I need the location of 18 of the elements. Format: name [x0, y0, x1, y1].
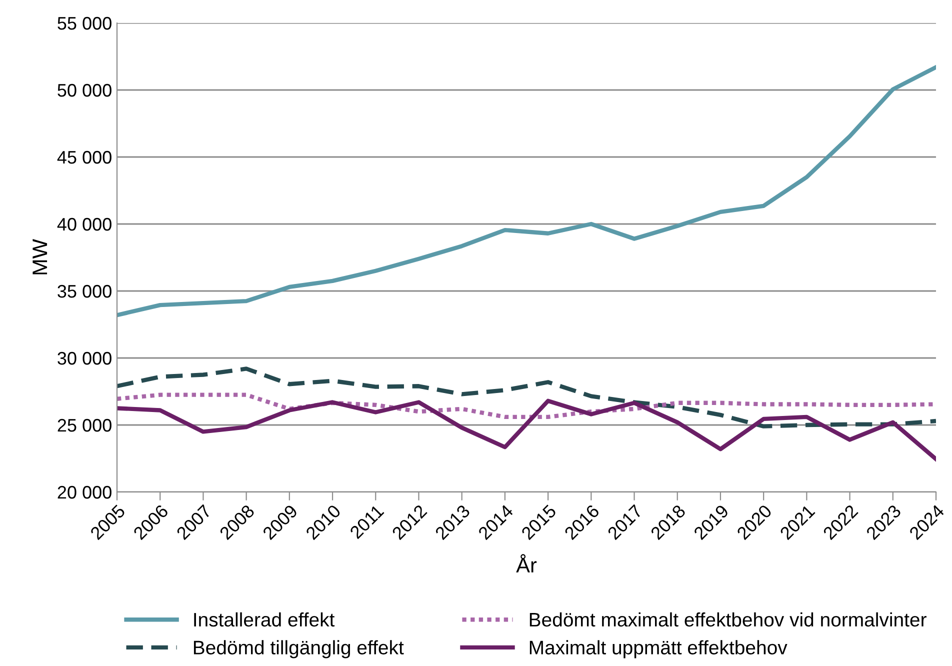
legend-label: Installerad effekt	[194, 612, 335, 627]
line-series	[117, 65, 936, 318]
x-axis-title: År	[516, 554, 537, 572]
y-tick-label: 35 000	[58, 284, 112, 298]
line-series	[117, 366, 936, 428]
y-axis-title: MW	[32, 239, 48, 274]
y-tick-label: 45 000	[57, 150, 112, 164]
y-tick-label: 25 000	[58, 418, 112, 432]
line-series	[117, 392, 936, 420]
legend-label: Maximalt uppmätt effektbehov	[530, 640, 788, 658]
y-tick-label: 50 000	[58, 84, 112, 97]
y-tick-label: 20 000	[58, 486, 112, 499]
y-tick-label: 55 000	[58, 16, 112, 30]
line-series	[117, 398, 936, 462]
y-tick-label: 40 000	[57, 218, 112, 231]
y-tick-label: 30 000	[58, 352, 112, 365]
legend-label: Bedömd tillgänglig effekt	[194, 640, 404, 658]
legend-label: Bedömt maximalt effektbehov vid normalvinter	[530, 612, 926, 627]
